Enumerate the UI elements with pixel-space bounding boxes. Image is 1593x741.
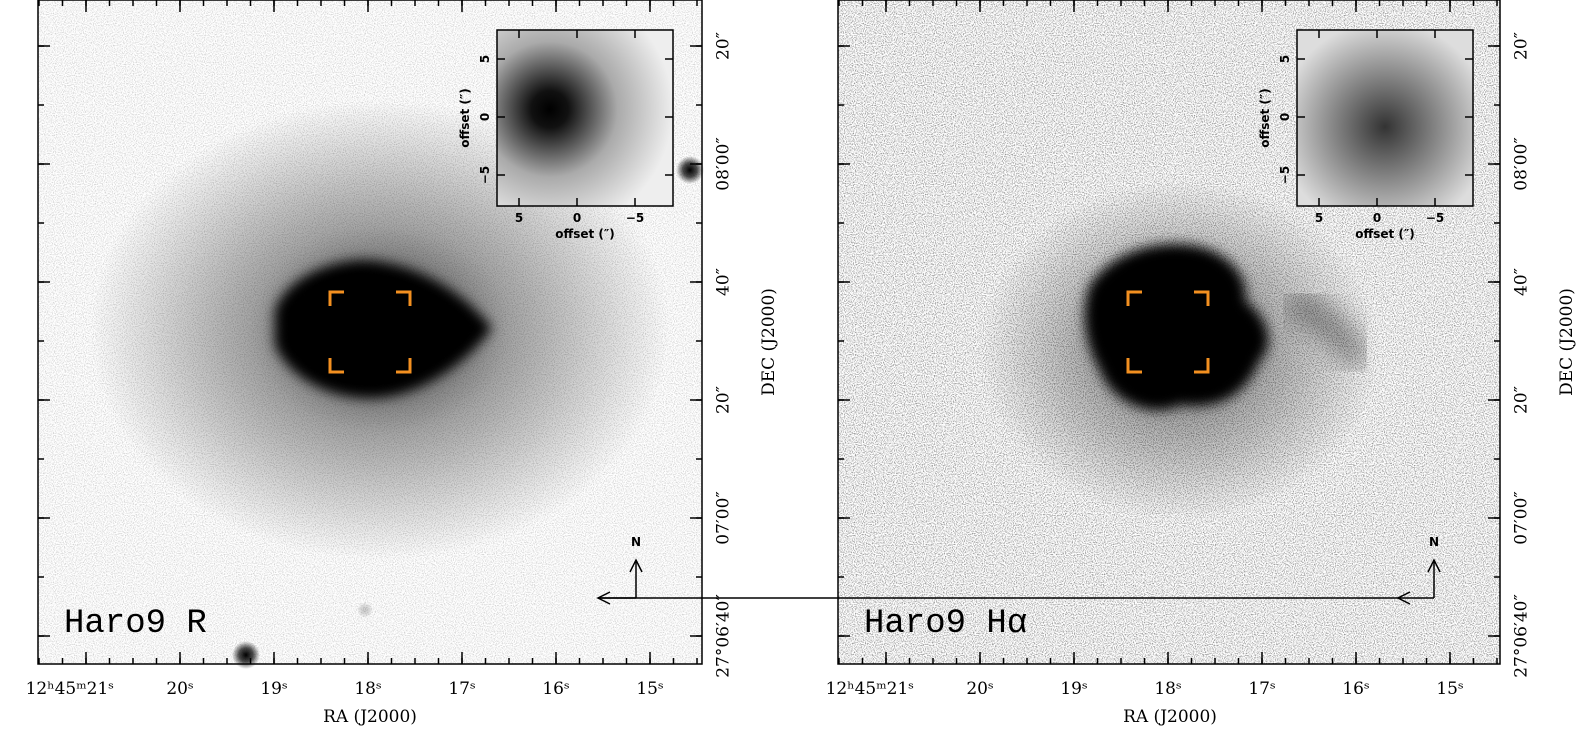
inset-frame [496,29,674,207]
x-tick-label: 17ˢ [448,679,475,699]
inset-y-label: offset (″) [1258,88,1272,148]
inset-x-tick-label: 0 [573,211,581,225]
target-bracket [1126,358,1142,374]
y-axis-label: DEC (J2000) [759,288,779,396]
inset-x-tick-label: 5 [515,211,523,225]
y-tick-label: 20″ [1512,386,1532,414]
target-bracket [1194,290,1210,306]
inset-x-tick-label: 5 [1315,211,1323,225]
target-bracket [396,290,412,306]
x-tick-label: 15ˢ [636,679,663,699]
y-axis-label: DEC (J2000) [1557,288,1577,396]
inset-image [497,30,673,206]
inset-x-tick-label: −5 [1426,211,1444,225]
target-bracket [328,358,344,374]
y-tick-label: 07′00″ [714,491,734,544]
inset-x-label: offset (″) [1355,227,1415,241]
compass-label: N [631,535,641,549]
inset-y-label: offset (″) [458,88,472,148]
y-tick-label: 40″ [714,268,734,296]
x-tick-label: 20ˢ [166,679,193,699]
y-tick-label: 27°06′40″ [714,594,734,678]
panel-label: Haro9 R [64,605,207,643]
y-tick-label: 08′00″ [714,137,734,190]
frame [837,0,1501,665]
inset-image [1297,30,1473,206]
compass-head [1396,558,1441,605]
inset-y-tick-label: 5 [478,55,492,63]
inset-x-tick-label: 0 [1373,211,1381,225]
y-tick-label: 20″ [1512,32,1532,60]
inset-y-tick-label: −5 [478,166,492,184]
inset-frame [1296,29,1474,207]
x-tick-label: 18ˢ [1154,679,1181,699]
y-tick-label: 07′00″ [1512,491,1532,544]
y-tick-label: 40″ [1512,268,1532,296]
x-tick-label: 12ʰ45ᵐ21ˢ [826,679,914,699]
x-tick-label: 16ˢ [1342,679,1369,699]
target-bracket [396,358,412,374]
x-tick-label: 18ˢ [354,679,381,699]
inset-x-tick-label: −5 [626,211,644,225]
y-tick-label: 20″ [714,32,734,60]
inset-y-tick-label: −5 [1278,166,1292,184]
inset-x-label: offset (″) [555,227,615,241]
panel-label: Haro9 Hα [864,605,1027,643]
compass-label: N [1429,535,1439,549]
target-bracket [1126,290,1142,306]
target-bracket [1194,358,1210,374]
x-tick-label: 19ˢ [1060,679,1087,699]
inset-y-tick-label: 5 [1278,55,1292,63]
x-tick-label: 16ˢ [542,679,569,699]
x-tick-label: 17ˢ [1248,679,1275,699]
x-axis-label: RA (J2000) [1123,707,1217,727]
x-tick-label: 15ˢ [1436,679,1463,699]
x-tick-label: 12ʰ45ᵐ21ˢ [26,679,114,699]
x-tick-label: 19ˢ [260,679,287,699]
inset-y-tick-label: 0 [478,113,492,121]
y-tick-label: 08′00″ [1512,137,1532,190]
inset-y-tick-label: 0 [1278,113,1292,121]
frame [37,0,703,665]
target-bracket [328,290,344,306]
x-tick-label: 20ˢ [966,679,993,699]
x-axis-label: RA (J2000) [323,707,417,727]
y-tick-label: 27°06′40″ [1512,594,1532,678]
y-tick-label: 20″ [714,386,734,414]
